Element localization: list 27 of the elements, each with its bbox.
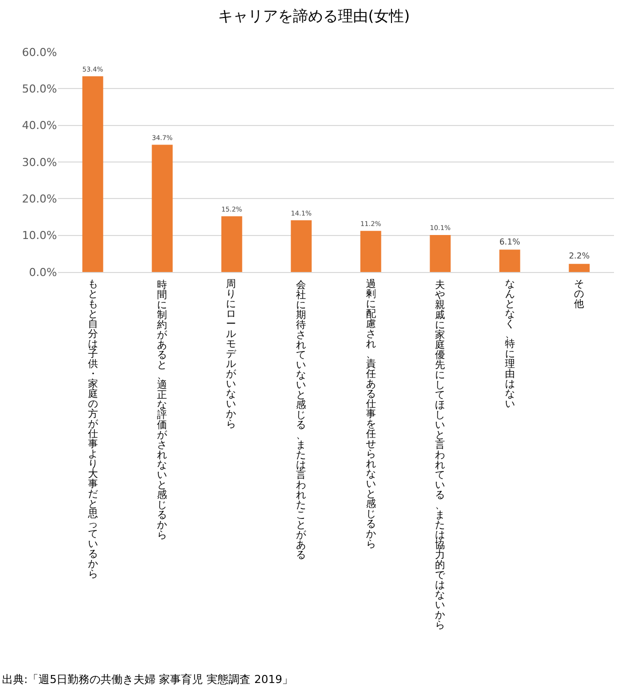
category-label: 過剰に配慮され、責任ある仕事を任せられないと感じるから bbox=[366, 279, 376, 550]
category-label: 周りにロールモデルがいないから bbox=[226, 279, 236, 430]
bar bbox=[430, 234, 451, 272]
category-label: 会社に期待されていないと感じる、または言われたことがある bbox=[296, 280, 306, 561]
x-tick-label: その他 bbox=[574, 279, 584, 310]
y-tick-label: 50.0% bbox=[22, 82, 57, 96]
category-label: なんとなく、特に理由はない bbox=[505, 279, 515, 410]
bar bbox=[290, 220, 312, 272]
data-label: 2.2% bbox=[568, 250, 590, 261]
category-label: 時間に制約があると、適正な評価がされないと感じるから bbox=[157, 280, 167, 541]
source-note: 出典:「週5日勤務の共働き夫婦 家事育児 実態調査 2019」 bbox=[2, 673, 294, 686]
y-tick-label: 20.0% bbox=[22, 192, 57, 206]
bar bbox=[360, 230, 382, 272]
y-tick-label: 40.0% bbox=[22, 119, 57, 132]
bar bbox=[221, 216, 242, 272]
bar bbox=[568, 264, 590, 272]
category-label: もともと自分は子供・家庭の方が仕事より大事だと思っているから bbox=[88, 279, 98, 580]
bar bbox=[82, 76, 104, 272]
data-label: 6.1% bbox=[499, 236, 520, 246]
category-label: 夫や親戚に家庭優先にしてほしいと言われている、または協力的ではないから bbox=[435, 280, 445, 631]
bar bbox=[499, 250, 520, 272]
y-tick-label: 60.0% bbox=[22, 46, 57, 59]
chart-title: キャリアを諦める理由(女性) bbox=[218, 6, 410, 25]
y-tick-label: 10.0% bbox=[22, 229, 57, 242]
bar bbox=[152, 144, 173, 272]
y-tick-label: 30.0% bbox=[22, 156, 57, 169]
y-tick-label: 0.0% bbox=[29, 266, 57, 279]
